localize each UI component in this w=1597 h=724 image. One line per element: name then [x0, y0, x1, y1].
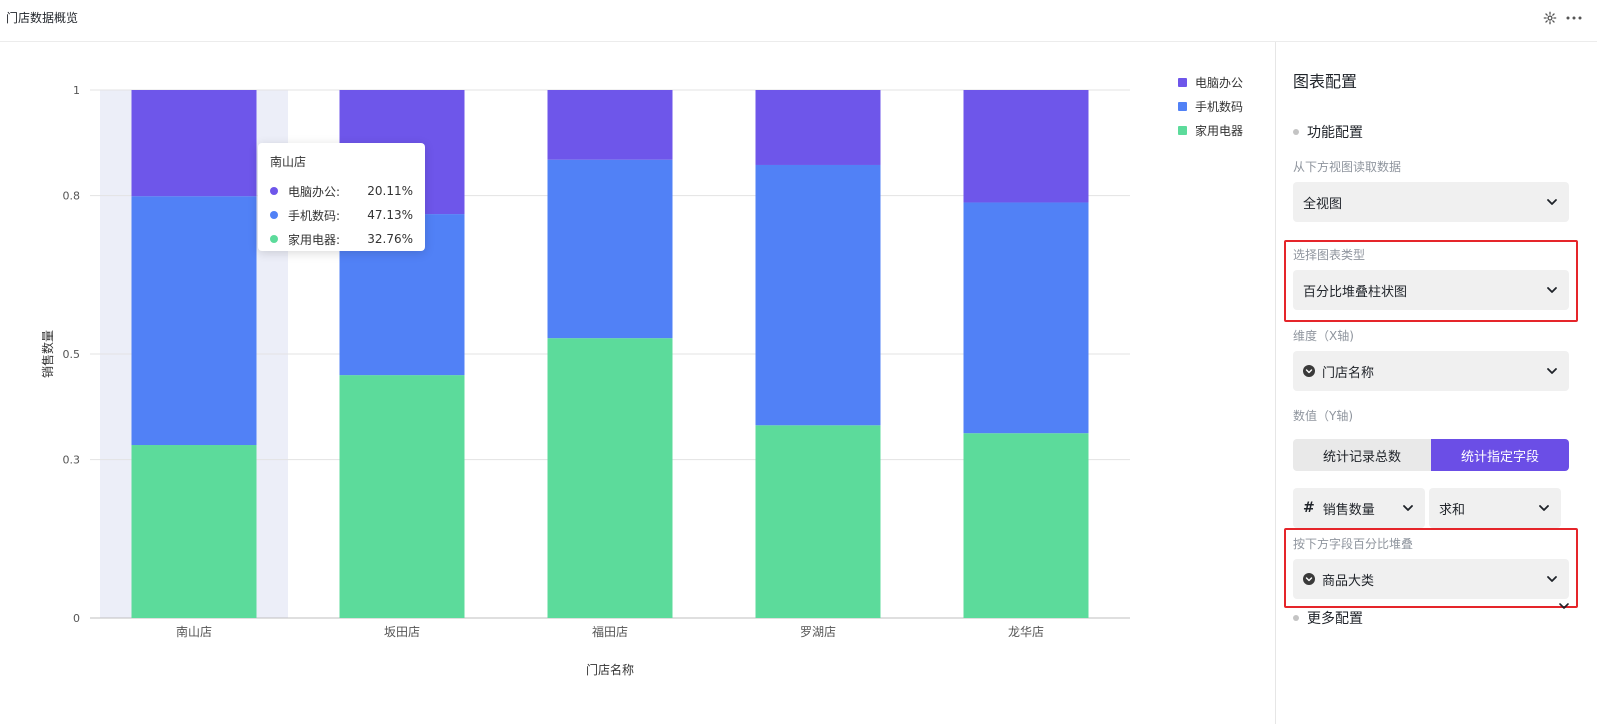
- dot-icon: [270, 235, 278, 243]
- tooltip-row: 家用电器: 32.76%: [270, 227, 413, 251]
- bullet-icon: [1293, 615, 1299, 621]
- select-value: 求和: [1439, 502, 1466, 518]
- number-field-icon: #: [1303, 500, 1315, 516]
- panel-title: 图表配置: [1293, 72, 1358, 91]
- page-title: 门店数据概览: [6, 11, 79, 25]
- y-tick-label: 0.8: [63, 190, 81, 203]
- single-select-icon: [1303, 365, 1315, 377]
- source-select[interactable]: 全视图: [1293, 182, 1569, 222]
- select-value: 门店名称: [1322, 365, 1375, 381]
- bar-segment[interactable]: [963, 90, 1089, 203]
- bar-segment[interactable]: [547, 159, 673, 339]
- chevron-down-icon: [1403, 505, 1413, 511]
- aggregation-select[interactable]: 求和: [1429, 488, 1561, 528]
- chart-type-label: 选择图表类型: [1293, 248, 1366, 262]
- x-tick-label: 坂田店: [384, 625, 420, 639]
- bar-segment[interactable]: [755, 425, 881, 618]
- select-value: 全视图: [1303, 196, 1343, 212]
- field-select[interactable]: # 销售数量: [1293, 488, 1425, 528]
- y-tick-label: 0.3: [63, 454, 81, 467]
- chevron-down-icon: [1547, 576, 1557, 582]
- chart-legend: 电脑办公 手机数码 家用电器: [1178, 70, 1243, 142]
- tooltip-label: 手机数码:: [288, 208, 341, 223]
- legend-label: 手机数码: [1195, 99, 1244, 114]
- x-tick-label: 南山店: [176, 624, 212, 639]
- legend-swatch-icon: [1178, 101, 1187, 111]
- gear-icon[interactable]: [1541, 9, 1559, 27]
- bullet-icon: [1293, 129, 1299, 135]
- bar-segment[interactable]: [131, 445, 257, 618]
- tooltip-label: 电脑办公:: [288, 184, 341, 199]
- bar-segment[interactable]: [547, 90, 673, 160]
- y-tick-label: 0.5: [63, 348, 81, 361]
- section-label: 更多配置: [1307, 611, 1363, 627]
- legend-item-appliance[interactable]: 家用电器: [1178, 118, 1243, 142]
- count-records-option[interactable]: 统计记录总数: [1293, 439, 1431, 471]
- bar-segment[interactable]: [339, 375, 465, 618]
- x-tick-label: 罗湖店: [800, 624, 836, 639]
- more-section-header[interactable]: 更多配置: [1293, 608, 1363, 628]
- chevron-down-icon: [1547, 368, 1557, 374]
- bar-segment[interactable]: [755, 164, 881, 426]
- dot-icon: [270, 211, 278, 219]
- tooltip-label: 家用电器:: [288, 232, 341, 247]
- y-axis-title: 销售数量: [40, 330, 55, 378]
- legend-item-phone[interactable]: 手机数码: [1178, 94, 1243, 118]
- legend-label: 电脑办公: [1195, 75, 1244, 90]
- chart-type-select[interactable]: 百分比堆叠柱状图: [1293, 270, 1569, 310]
- chart-tooltip: 南山店 电脑办公: 20.11% 手机数码: 47.13% 家用电器: 32.7…: [258, 143, 425, 251]
- tooltip-row: 手机数码: 47.13%: [270, 203, 413, 227]
- single-select-icon: [1303, 573, 1315, 585]
- bar-segment[interactable]: [547, 338, 673, 618]
- select-value: 商品大类: [1322, 573, 1375, 589]
- bar-segment[interactable]: [963, 433, 1089, 618]
- chevron-down-icon: [1539, 505, 1549, 511]
- value-label: 数值（Y轴): [1293, 409, 1354, 423]
- specific-field-option[interactable]: 统计指定字段: [1431, 439, 1569, 471]
- chevron-down-icon: [1547, 199, 1557, 205]
- tooltip-value: 32.76%: [367, 232, 413, 246]
- stack-field-label: 按下方字段百分比堆叠: [1293, 537, 1414, 551]
- chevron-down-icon: [1547, 287, 1557, 293]
- x-tick-label: 福田店: [592, 624, 628, 639]
- tooltip-row: 电脑办公: 20.11%: [270, 179, 413, 203]
- tooltip-value: 47.13%: [367, 208, 413, 222]
- legend-item-computer[interactable]: 电脑办公: [1178, 70, 1243, 94]
- bar-segment[interactable]: [755, 90, 881, 165]
- function-section-header[interactable]: 功能配置: [1293, 122, 1363, 142]
- tooltip-title: 南山店: [270, 155, 307, 169]
- chevron-down-icon[interactable]: [1558, 600, 1570, 612]
- legend-swatch-icon: [1178, 125, 1187, 135]
- ellipsis-icon[interactable]: [1565, 9, 1583, 27]
- x-tick-label: 龙华店: [1008, 625, 1044, 639]
- bar-segment[interactable]: [131, 196, 257, 446]
- dimension-select[interactable]: 门店名称: [1293, 351, 1569, 391]
- top-bar: 门店数据概览: [0, 0, 1597, 42]
- tooltip-value: 20.11%: [367, 184, 413, 198]
- y-tick-label: 0: [73, 612, 80, 625]
- config-panel: 图表配置 功能配置 从下方视图读取数据 全视图 选择图表类型 百分比堆叠柱状图 …: [1275, 42, 1597, 724]
- dot-icon: [270, 187, 278, 195]
- legend-swatch-icon: [1178, 77, 1187, 87]
- x-axis-title: 门店名称: [586, 662, 634, 677]
- legend-label: 家用电器: [1195, 123, 1244, 138]
- select-value: 百分比堆叠柱状图: [1303, 284, 1408, 300]
- value-mode-toggle: 统计记录总数 统计指定字段: [1293, 439, 1569, 471]
- bar-segment[interactable]: [963, 202, 1089, 434]
- stack-field-select[interactable]: 商品大类: [1293, 559, 1569, 599]
- y-tick-label: 1: [73, 84, 80, 97]
- bar-segment[interactable]: [131, 90, 257, 197]
- source-label: 从下方视图读取数据: [1293, 160, 1402, 174]
- select-value: 销售数量: [1322, 502, 1375, 518]
- dimension-label: 维度（X轴): [1293, 329, 1354, 343]
- chart-area: 0 0.3 0.5 0.8 1 南山店 坂田店 福田店 罗湖店 龙华店 门店名称 销售数量 电脑办公 …: [0, 42, 1275, 724]
- section-label: 功能配置: [1307, 125, 1363, 141]
